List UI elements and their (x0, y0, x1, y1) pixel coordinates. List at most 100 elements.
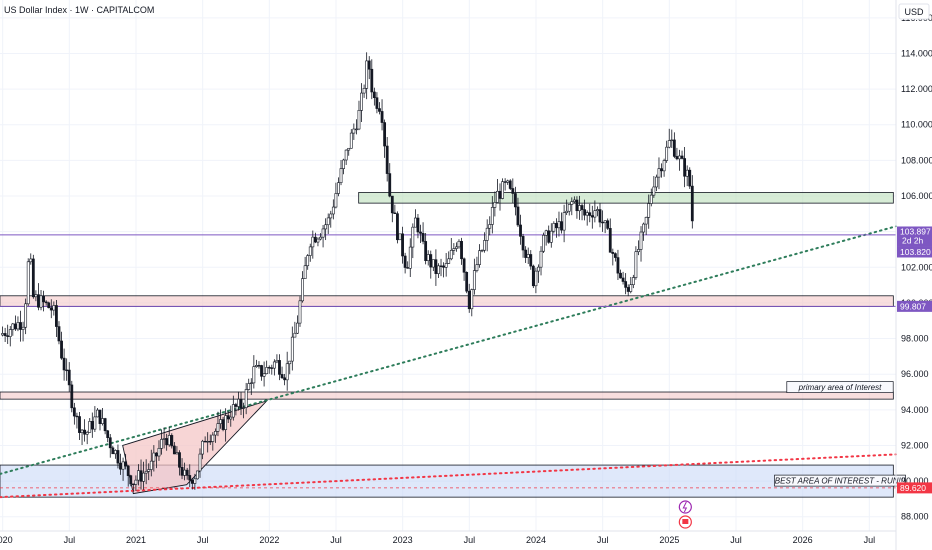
countdown-label: 2d 2h (902, 235, 924, 245)
candle-body (608, 228, 612, 253)
candle-body (6, 335, 10, 337)
candle-body (596, 209, 599, 211)
candle-body (383, 122, 387, 147)
candle-body (493, 202, 497, 208)
candle-body (375, 97, 379, 109)
candle-body (542, 234, 545, 252)
candle-body (272, 361, 276, 369)
price-axis[interactable]: 88.00090.00092.00094.00096.00098.000100.… (901, 13, 932, 522)
candle-body (462, 258, 466, 273)
candle-body (606, 220, 610, 229)
candle-body (549, 230, 553, 243)
price-tick-label: 88.000 (901, 512, 929, 522)
candle-body (667, 140, 671, 148)
candle-body (306, 255, 310, 267)
candle-body (290, 336, 294, 362)
candle-body (83, 429, 87, 435)
candle-body (288, 360, 292, 365)
candle-body (190, 479, 194, 484)
candle-body (565, 210, 569, 214)
candle-body (575, 199, 579, 212)
candle-body (121, 461, 125, 470)
candle-body (380, 111, 384, 123)
candle-body (172, 445, 176, 455)
currency-label[interactable]: USD (904, 7, 924, 17)
candle-body (490, 207, 494, 225)
candle-body (555, 223, 558, 229)
candle-body (283, 377, 287, 381)
candle-body (665, 146, 669, 161)
candle-body (562, 212, 566, 231)
candle-body (47, 302, 51, 309)
candle-body (326, 217, 330, 226)
candle-body (19, 322, 22, 330)
time-tick-label: Jul (864, 535, 876, 545)
candle-body (152, 452, 156, 462)
candle-body (275, 360, 279, 363)
candle-body (655, 176, 658, 188)
price-tick-label: 114.000 (901, 48, 932, 58)
last-price-label: 103.897 (900, 226, 931, 236)
candle-body (360, 92, 363, 111)
candle-body (183, 469, 187, 476)
candle-body (465, 271, 469, 292)
candle-body (324, 224, 328, 230)
time-tick-label: 2021 (126, 535, 146, 545)
candle-body (390, 195, 394, 214)
candle-body (388, 173, 392, 197)
candle-body (331, 206, 335, 215)
candle-body (329, 213, 333, 219)
candle-body (613, 253, 617, 258)
candle-body (293, 332, 297, 338)
price-tick-label: 112.000 (901, 84, 932, 94)
candle-body (416, 217, 420, 233)
candle-body (313, 236, 317, 243)
candle-body (457, 240, 461, 248)
candle-body (624, 281, 628, 288)
candle-body (129, 475, 133, 485)
candle-body (516, 206, 520, 226)
candle-body (524, 249, 528, 258)
candle-body (401, 233, 404, 257)
candle-body (647, 203, 651, 218)
time-axis[interactable]: 2020 Jul 2021 Jul 2022 Jul 2023 Jul 2024 Jul 2025 J… (0, 535, 875, 545)
candle-body (501, 181, 504, 199)
candle-body (403, 255, 407, 268)
candle-body (165, 438, 169, 446)
candle-body (216, 423, 220, 432)
candle-body (570, 201, 574, 205)
candle-body (224, 415, 228, 430)
candle-body (467, 290, 471, 310)
candle-body (398, 233, 402, 241)
candle-body (119, 462, 122, 470)
time-tick-label: 2020 (0, 535, 13, 545)
candle-body (480, 249, 484, 252)
candle-body (8, 329, 12, 337)
candle-body (626, 287, 630, 292)
candle-body (642, 223, 645, 233)
candle-body (206, 440, 210, 443)
candle-body (339, 168, 343, 183)
candle-body (239, 398, 243, 409)
candle-body (88, 421, 92, 433)
time-tick-label: 2025 (659, 535, 679, 545)
support-badge-label-bg (897, 300, 932, 312)
candle-body (316, 238, 320, 243)
candle-body (162, 438, 166, 440)
candle-body (147, 469, 151, 472)
candle-body (590, 215, 594, 218)
candle-body (588, 212, 592, 216)
candle-body (408, 246, 412, 269)
price-tick-label: 98.000 (901, 334, 929, 344)
price-tick-label: 102.000 (901, 262, 932, 272)
candle-body (257, 365, 261, 367)
candle-body (211, 434, 215, 442)
candle-body (508, 180, 512, 189)
candle-body (308, 246, 312, 256)
candle-body (683, 158, 687, 177)
candle-body (365, 60, 369, 89)
candle-body (44, 301, 48, 304)
candle-body (201, 440, 204, 455)
candle-body (421, 233, 425, 242)
